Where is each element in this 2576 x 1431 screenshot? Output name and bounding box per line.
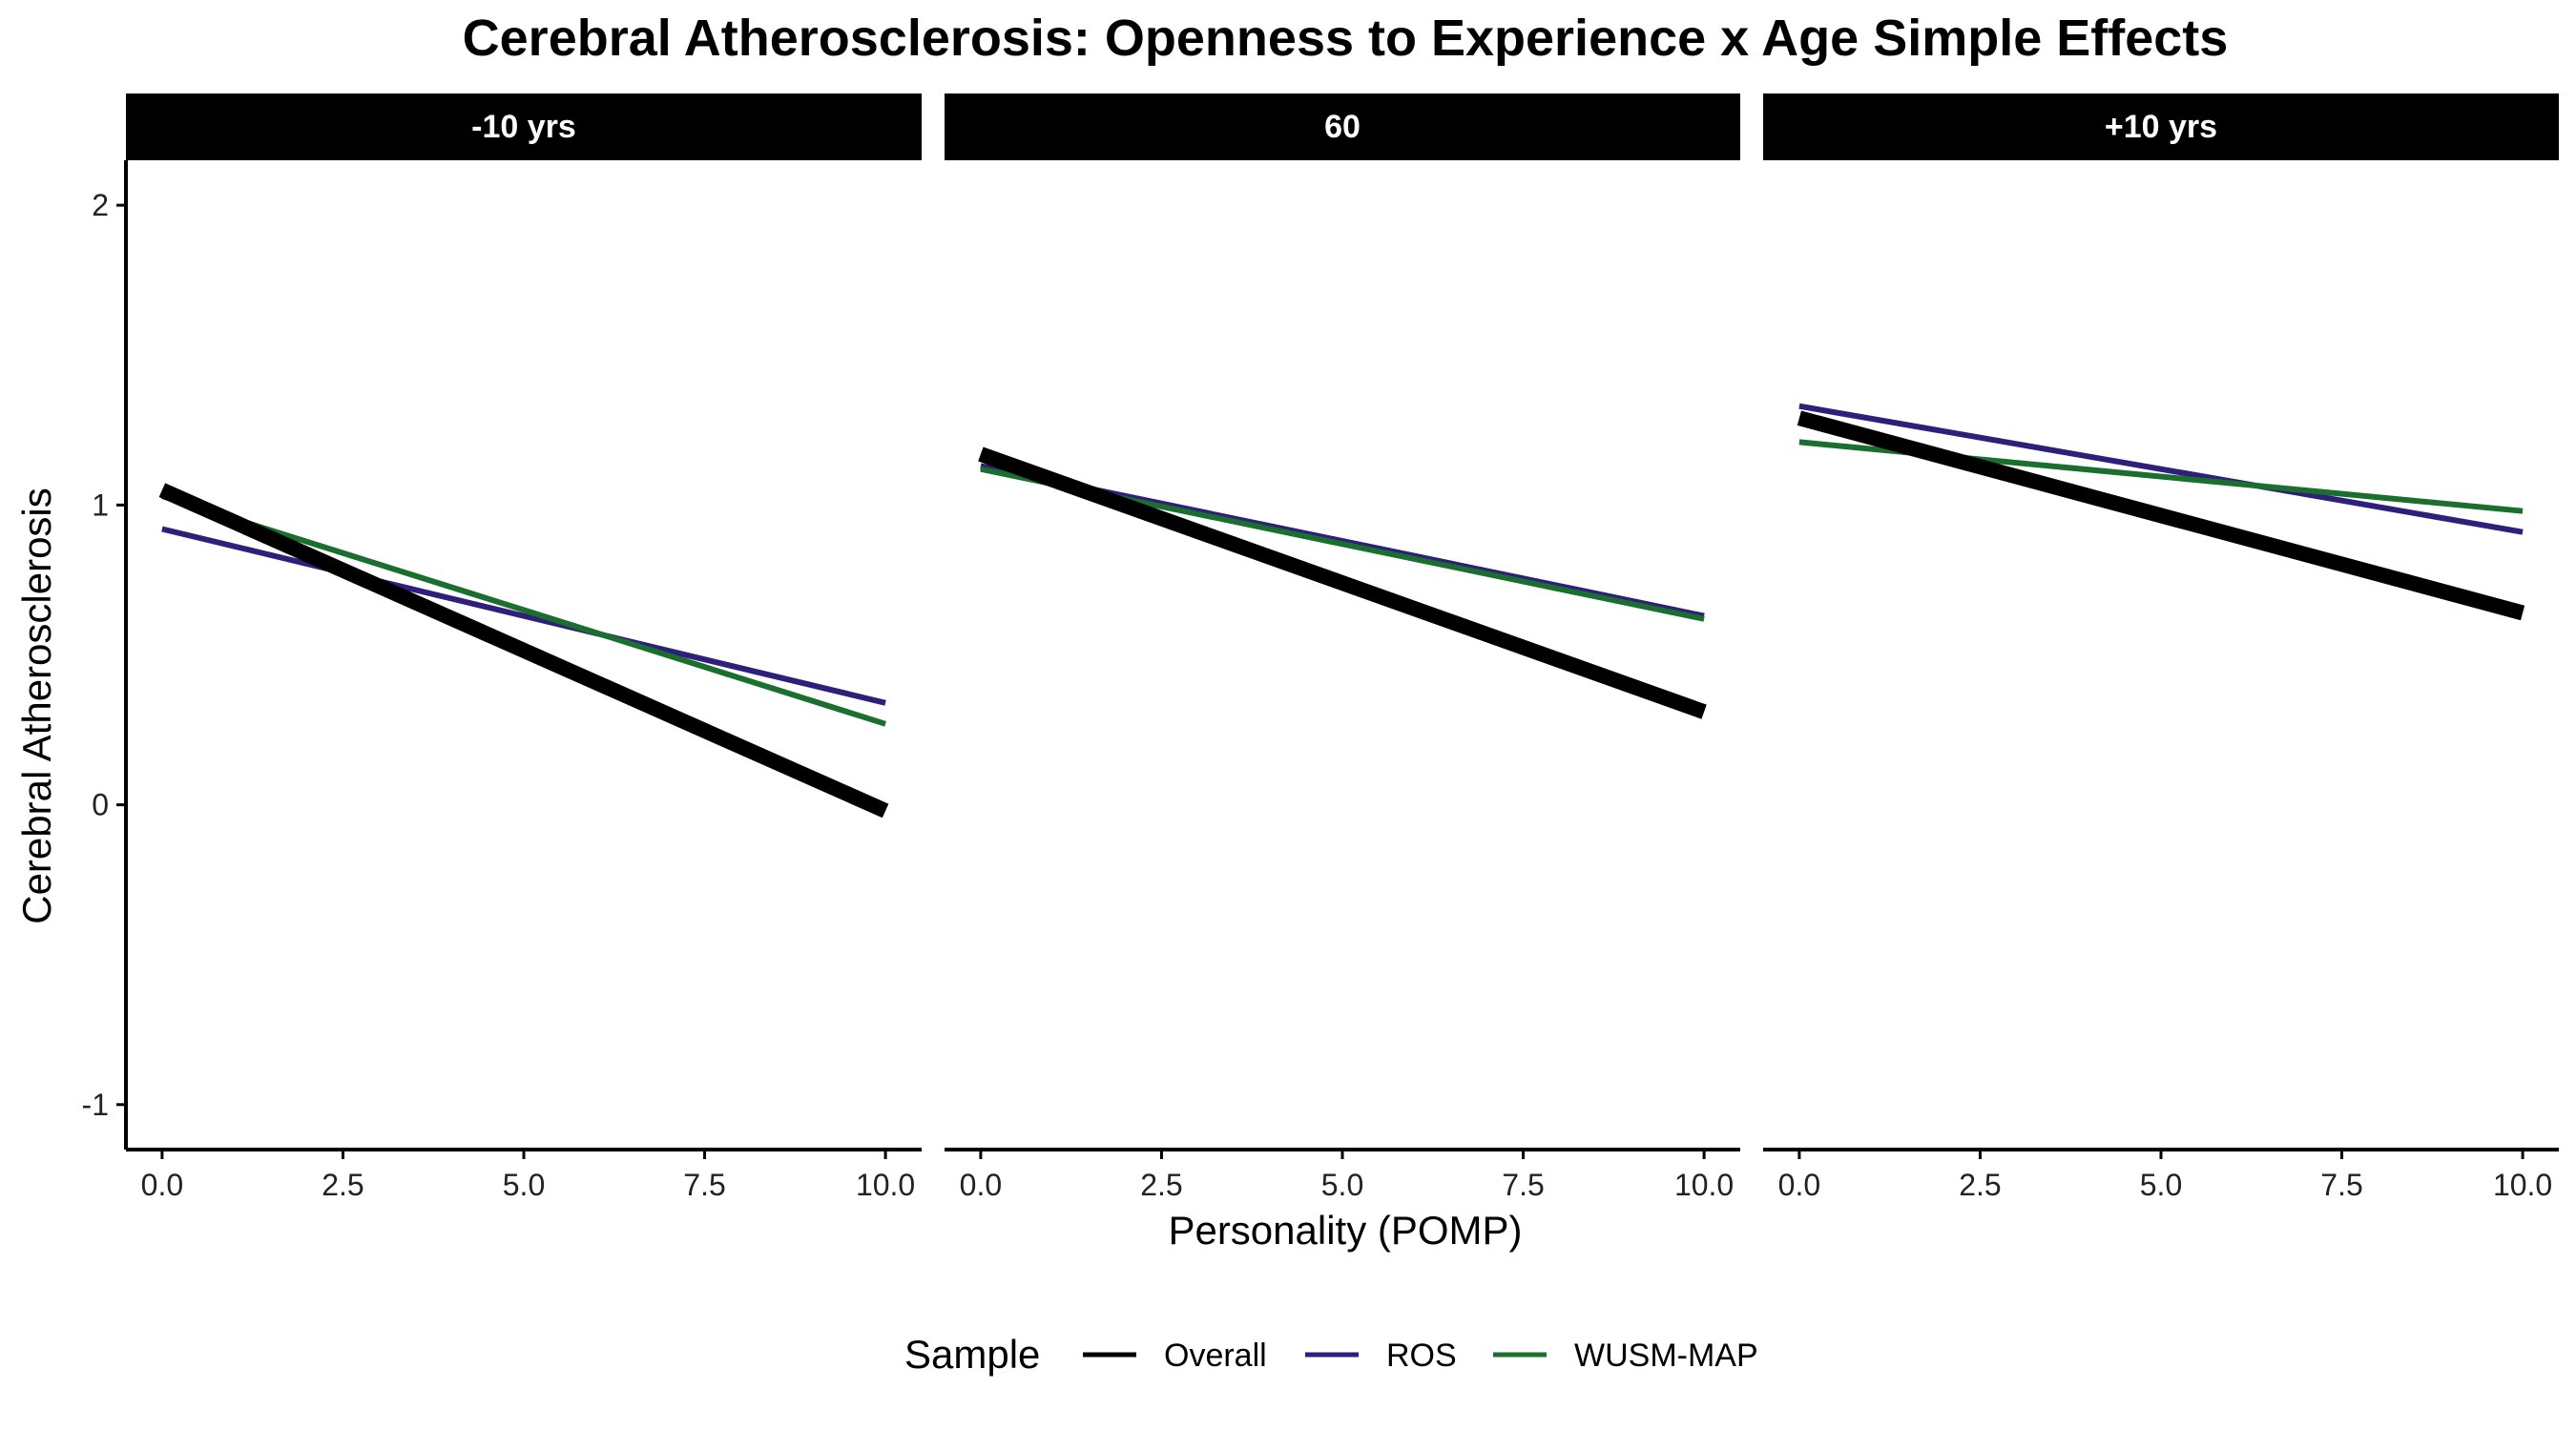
series-line-ros (161, 526, 886, 706)
facet-strip-label: 60 (1324, 109, 1361, 145)
series-line-overall (1797, 410, 2525, 621)
y-tick-label: 2 (92, 188, 109, 222)
y-tick-label: 1 (92, 487, 109, 522)
chart-title: Cerebral Atherosclerosis: Openness to Ex… (463, 10, 2229, 67)
facet-panel: -10 yrs -1 0 1 2 0.0 2.5 5.0 7.5 10.0 (82, 93, 922, 1202)
series-line-ros (1798, 403, 2524, 535)
x-tick-label: 10.0 (856, 1168, 915, 1202)
x-tick-label: 2.5 (322, 1168, 364, 1202)
x-tick-label: 5.0 (1321, 1168, 1363, 1202)
legend-label: WUSM-MAP (1574, 1338, 1758, 1374)
y-tick-label: 0 (92, 788, 109, 822)
legend-label: ROS (1386, 1338, 1457, 1374)
x-tick-label: 0.0 (1778, 1168, 1820, 1202)
x-tick-label: 10.0 (1674, 1168, 1734, 1202)
facet-strip-label: -10 yrs (471, 109, 576, 145)
x-tick-label: 5.0 (2140, 1168, 2182, 1202)
x-tick-label: 0.0 (960, 1168, 1002, 1202)
x-tick-label: 7.5 (683, 1168, 725, 1202)
facet-panel: 60 0.0 2.5 5.0 7.5 10.0 (945, 93, 1740, 1202)
legend-title: Sample (904, 1332, 1040, 1377)
x-tick-label: 7.5 (2320, 1168, 2362, 1202)
x-axis-label: Personality (POMP) (1168, 1208, 1522, 1253)
facet-strip-label: +10 yrs (2105, 109, 2217, 145)
series-line-overall (158, 483, 889, 819)
facet-strip (945, 93, 1740, 160)
y-axis-label: Cerebral Atherosclerosis (14, 487, 59, 924)
series-line-wusm-map (160, 493, 887, 727)
x-tick-label: 0.0 (141, 1168, 183, 1202)
panels: -10 yrs -1 0 1 2 0.0 2.5 5.0 7.5 10.0 60 0.0 2.5 5.0 7… (82, 93, 2559, 1202)
legend-label: Overall (1164, 1338, 1267, 1374)
facet-panel: +10 yrs 0.0 2.5 5.0 7.5 10.0 (1763, 93, 2559, 1202)
x-tick-label: 7.5 (1502, 1168, 1544, 1202)
legend: Sample Overall ROS WUSM-MAP (904, 1332, 1758, 1377)
y-tick-label: -1 (82, 1088, 109, 1122)
series-line-overall (978, 446, 1707, 719)
x-tick-label: 2.5 (1140, 1168, 1182, 1202)
x-tick-label: 10.0 (2493, 1168, 2552, 1202)
facet-strip (1763, 93, 2559, 160)
facet-strip (126, 93, 922, 160)
x-tick-label: 5.0 (503, 1168, 545, 1202)
x-tick-label: 2.5 (1959, 1168, 2001, 1202)
